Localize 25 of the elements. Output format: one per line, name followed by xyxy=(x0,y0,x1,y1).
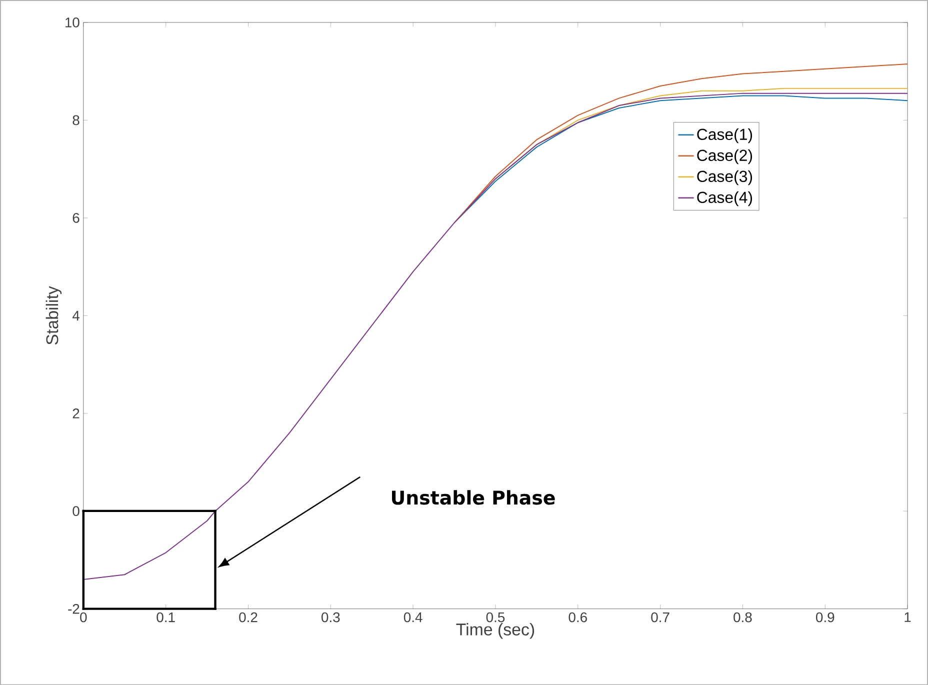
x-tick-label: 0.5 xyxy=(486,612,505,622)
y-tick-label: 2 xyxy=(72,408,80,418)
y-tick-label: -2 xyxy=(68,604,80,614)
legend-label: Case(1) xyxy=(697,128,752,144)
x-tick-label: 0.4 xyxy=(404,612,422,622)
legend-label: Case(4) xyxy=(697,191,752,206)
y-tick-label: 10 xyxy=(65,17,80,28)
x-tick-label: 0.7 xyxy=(651,612,670,622)
y-tick-label: 6 xyxy=(72,212,80,223)
x-tick-label: 0.3 xyxy=(322,612,340,622)
y-tick-label: 4 xyxy=(72,310,80,320)
x-tick-label: 0.6 xyxy=(568,612,587,622)
x-tick-label: 0.1 xyxy=(156,612,175,622)
x-tick-label: 0.9 xyxy=(816,612,834,622)
legend-label: Case(3) xyxy=(697,170,752,186)
y-tick-label: 0 xyxy=(72,506,80,516)
x-axis-title: Time (sec) xyxy=(456,622,534,639)
x-tick-label: 0.8 xyxy=(734,612,752,622)
x-tick-label: 1 xyxy=(904,612,911,622)
annotation: Unstable Phase xyxy=(392,490,555,505)
legend-label: Case(2) xyxy=(697,149,752,164)
y-axis-title: Stability xyxy=(46,286,62,344)
x-tick-label: 0.2 xyxy=(239,612,258,622)
x-tick-label: 0 xyxy=(80,612,87,622)
y-tick-label: 8 xyxy=(72,115,80,125)
